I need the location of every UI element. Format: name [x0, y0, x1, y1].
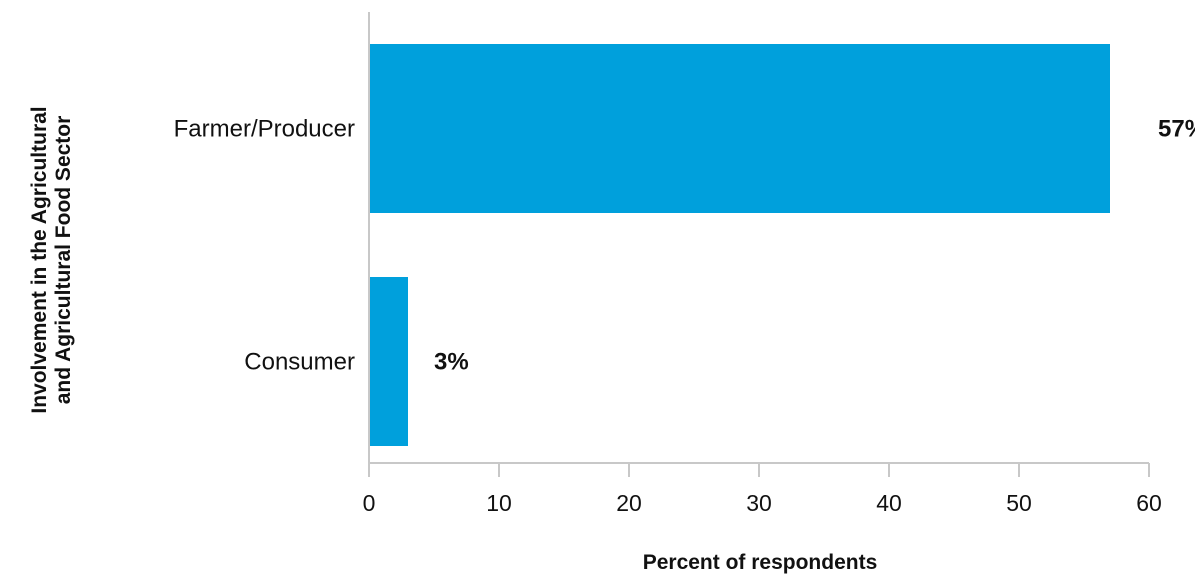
x-tick-label-0: 0 — [363, 490, 376, 516]
x-tick-label-30: 30 — [746, 490, 772, 516]
y-axis-title: Involvement in the Agricultural and Agri… — [28, 106, 75, 413]
data-label-farmer-producer: 57% — [1158, 116, 1195, 143]
bar-consumer — [369, 277, 408, 446]
bar-farmer-producer — [369, 44, 1110, 213]
x-tick-label-40: 40 — [876, 490, 902, 516]
x-axis-title: Percent of respondents — [643, 551, 878, 574]
y-axis-title-line-2: and Agricultural Food Sector — [52, 116, 75, 405]
x-tick-label-50: 50 — [1006, 490, 1032, 516]
category-label-farmer-producer: Farmer/Producer — [174, 116, 355, 143]
bars — [369, 44, 1110, 446]
data-labels: 57% 3% — [434, 116, 1195, 376]
x-tick-label-10: 10 — [486, 490, 512, 516]
x-tick-label-60: 60 — [1136, 490, 1162, 516]
x-axis-ticks: 0 10 20 30 40 50 60 — [363, 463, 1162, 516]
data-label-consumer: 3% — [434, 349, 469, 376]
y-axis-title-line-1: Involvement in the Agricultural — [28, 106, 51, 413]
category-labels: Farmer/Producer Consumer — [174, 116, 355, 376]
x-tick-label-20: 20 — [616, 490, 642, 516]
category-label-consumer: Consumer — [244, 349, 355, 376]
